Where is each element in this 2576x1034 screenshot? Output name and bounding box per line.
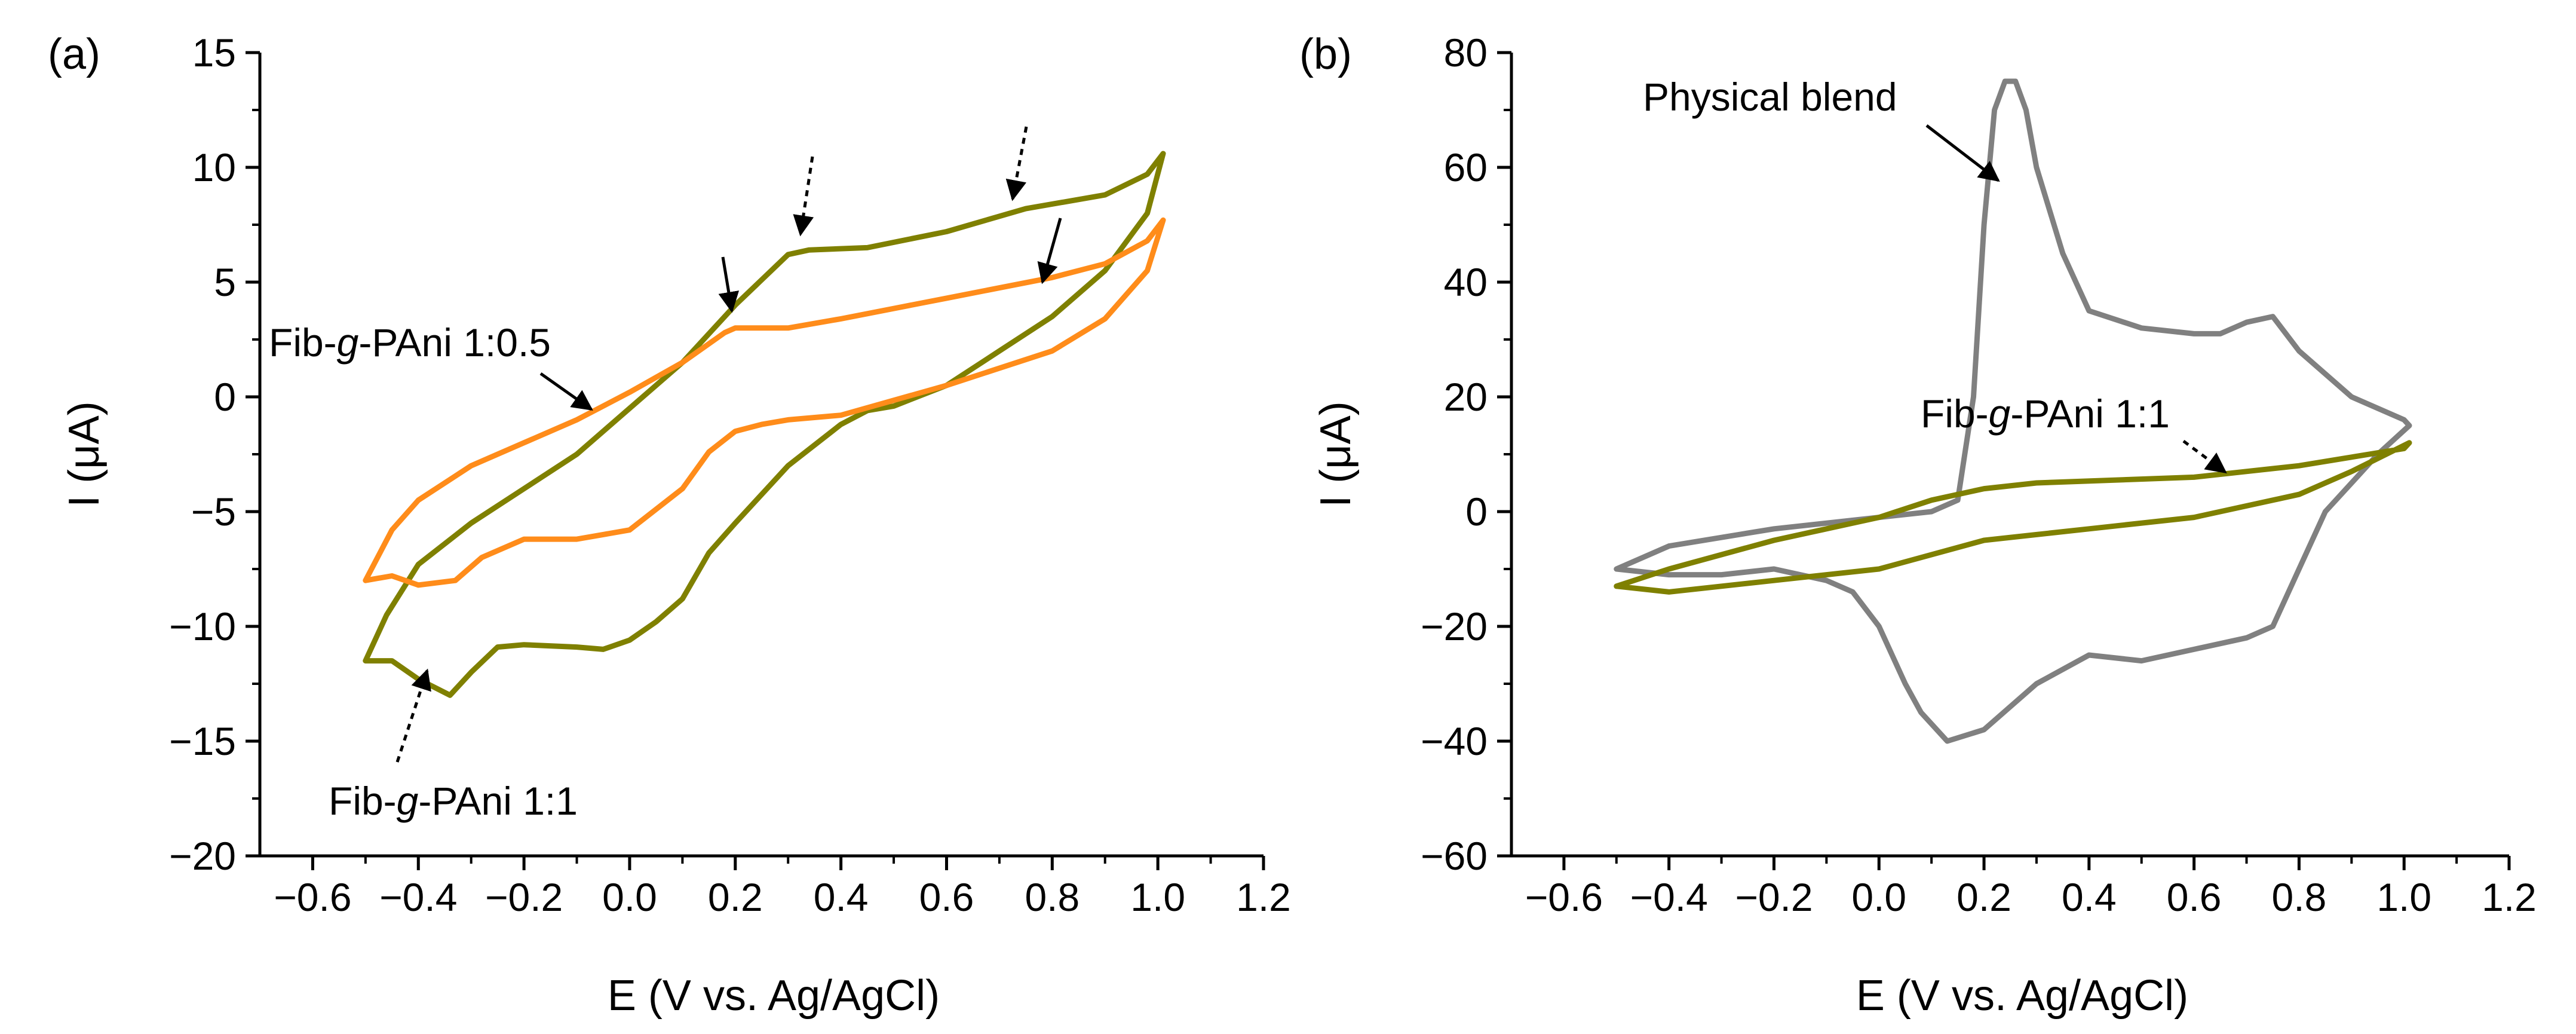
peak-arrow-dotted-2: [1013, 127, 1026, 199]
panel-b-x-tick-label: −0.6: [1525, 875, 1603, 919]
panel-b-x-tick-label: 0.0: [1851, 875, 1906, 919]
panel-b-y-tick-label: 80: [1444, 30, 1488, 75]
panel-a-axes: −0.6 −0.4 −0.2 0.0 0.2 0.4 0.6 0.8 1.0 1.2 −20 −15 −…: [60, 30, 1291, 1020]
panel-a-x-tick-label: −0.4: [379, 875, 457, 919]
panel-a-y-tick-label: −10: [169, 604, 236, 648]
panel-a-x-tick-label: 0.6: [919, 875, 974, 919]
panel-a-x-tick-label: 0.0: [602, 875, 657, 919]
panel-b-axes: −0.6 −0.4 −0.2 0.0 0.2 0.4 0.6 0.8 1.0 1.2 −60 −40 −…: [1312, 30, 2537, 1020]
panel-b-x-tick-label: 0.2: [1956, 875, 2011, 919]
panel-b-series-fib-g-pani-1-1: [1617, 443, 2409, 592]
panel-a-x-tick-label: 1.0: [1130, 875, 1185, 919]
panel-a-y-tick-label: −5: [191, 490, 236, 534]
panel-a-x-axis-title: E (V vs. Ag/AgCl): [608, 972, 940, 1020]
panel-a-x-tick-label: 0.8: [1025, 875, 1080, 919]
annotation-fib-pani-1-1-a: Fib-g-PAni 1:1: [329, 779, 578, 823]
panel-b: (b) −0.6 −0.4 −0.2 0.0 0.2 0.4 0.6 0.8 1.0 1.2 −60…: [1299, 30, 2537, 1020]
panel-b-y-tick-label: 20: [1444, 375, 1488, 419]
annotation-physical-blend: Physical blend: [1643, 75, 1897, 119]
peak-arrow-solid-2: [1042, 218, 1060, 282]
panel-b-x-tick-label: −0.4: [1630, 875, 1708, 919]
peak-arrow-solid-1: [723, 257, 732, 311]
figure: (a) −0.6 −0.4 −0.2 0.0 0.2 0.4 0.6 0.8 1.0 1.2 −20…: [0, 0, 2576, 1034]
panel-a-x-tick-label: 0.2: [708, 875, 763, 919]
panel-b-x-tick-label: 1.2: [2482, 875, 2537, 919]
panel-a-label: (a): [48, 30, 100, 78]
panel-b-x-tick-label: 1.0: [2376, 875, 2431, 919]
annotation-arrow-fib-pani-1-1-b: [2184, 441, 2225, 472]
annotation-fib-pani-1-1-b: Fib-g-PAni 1:1: [1921, 391, 2170, 436]
panel-a-y-tick-label: −20: [169, 834, 236, 878]
panel-b-y-tick-label: 0: [1465, 490, 1488, 534]
panel-a-y-tick-label: 5: [214, 260, 236, 304]
annotation-fib-pani-1-0.5: Fib-g-PAni 1:0.5: [269, 320, 551, 365]
panel-a-y-tick-label: 15: [192, 30, 236, 75]
panel-b-y-tick-label: −40: [1421, 719, 1488, 763]
panel-a-y-axis-title: I (μA): [60, 401, 108, 507]
panel-b-y-tick-label: −20: [1421, 604, 1488, 648]
panel-b-y-axis-title: I (μA): [1312, 401, 1360, 507]
panel-a-x-tick-label: 0.4: [814, 875, 869, 919]
annotation-arrow-fib-pani-1-1-a: [397, 671, 427, 762]
annotation-arrow-fib-pani-1-0.5: [541, 374, 591, 409]
panel-b-y-tick-label: 60: [1444, 145, 1488, 189]
panel-a-y-tick-label: −15: [169, 719, 236, 763]
panel-a-x-tick-label: −0.6: [274, 875, 351, 919]
panel-b-x-tick-label: 0.4: [2062, 875, 2117, 919]
panel-b-y-tick-label: 40: [1444, 260, 1488, 304]
peak-arrow-dotted-1: [801, 157, 812, 234]
panel-b-x-tick-label: 0.8: [2272, 875, 2327, 919]
panel-b-x-axis-title: E (V vs. Ag/AgCl): [1856, 972, 2188, 1020]
panel-b-x-tick-label: −0.2: [1735, 875, 1813, 919]
panel-a: (a) −0.6 −0.4 −0.2 0.0 0.2 0.4 0.6 0.8 1.0 1.2 −20…: [48, 30, 1291, 1020]
panel-b-x-tick-label: 0.6: [2167, 875, 2222, 919]
annotation-arrow-physical-blend: [1927, 126, 1998, 181]
panel-a-y-tick-label: 10: [192, 145, 236, 189]
panel-a-y-tick-label: 0: [214, 375, 236, 419]
panel-b-y-tick-label: −60: [1421, 834, 1488, 878]
panel-b-label: (b): [1299, 30, 1352, 78]
panel-a-series-group: [366, 154, 1163, 695]
panel-a-x-tick-label: 1.2: [1236, 875, 1291, 919]
panel-b-annotations: Physical blend Fib-g-PAni 1:1: [1643, 75, 2225, 472]
panel-a-x-tick-label: −0.2: [485, 875, 563, 919]
